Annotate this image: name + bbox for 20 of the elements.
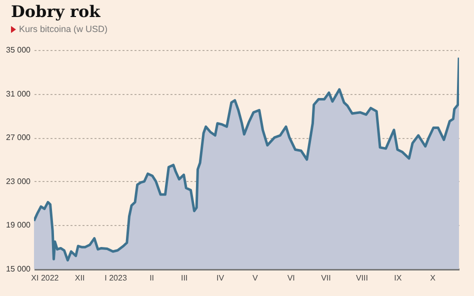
x-tick-label: V [252,274,258,282]
y-tick-label: 35 000 [6,46,32,54]
y-tick-label: 23 000 [6,176,32,186]
x-tick-label: III [180,274,188,282]
x-tick-label: X [430,274,436,282]
x-tick-label: IX [394,274,402,282]
x-tick-label: VIII [356,274,368,282]
chart-subtitle: Kurs bitcoina (w USD) [19,24,108,34]
x-tick-label: II [150,274,154,282]
x-tick-label: VI [287,274,295,282]
x-tick-label: XII [74,274,85,282]
x-tick-label: I 2023 [104,274,128,282]
x-tick-label: XI 2022 [31,274,60,282]
x-tick-label: VII [321,274,331,282]
x-tick-label: IV [216,274,225,282]
y-tick-label: 31 000 [6,89,32,98]
y-tick-label: 27 000 [6,133,32,142]
chart-title: Dobry rok [11,2,100,21]
y-tick-label: 15 000 [6,264,32,274]
y-tick-label: 19 000 [6,220,32,230]
